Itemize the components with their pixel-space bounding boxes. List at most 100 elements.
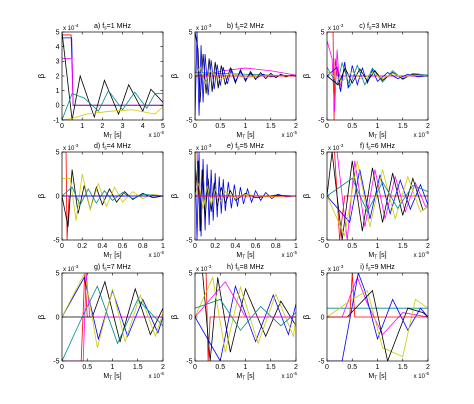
x-tick-label: 1.5 xyxy=(266,364,276,371)
y-tick-label: -5 xyxy=(186,237,192,244)
x-axis-label: MT [s] xyxy=(368,373,386,382)
x-tick-label: 0.5 xyxy=(82,364,92,371)
y-tick-label: 2 xyxy=(56,73,60,80)
x-tick-label: 0.5 xyxy=(347,123,357,130)
xlabel-rest: [s] xyxy=(377,373,386,380)
title-rest: =2 MHz xyxy=(240,23,265,30)
x-exponent: x 10-6 xyxy=(414,371,430,380)
x-tick-label: 2 xyxy=(161,364,165,371)
series-line-6 xyxy=(327,71,428,82)
y-axis-label: β xyxy=(170,73,179,78)
y-exponent-power: -3 xyxy=(339,264,343,269)
y-axis-label: β xyxy=(170,314,179,319)
x-exponent-base: x 10 xyxy=(282,133,294,139)
xlabel-subscript: T xyxy=(374,255,377,261)
title-subscript: s xyxy=(237,26,240,32)
x-axis-label: MT [s] xyxy=(236,373,254,382)
xlabel-subscript: T xyxy=(242,255,245,261)
series-line-5 xyxy=(327,67,428,86)
y-tick-label: 3 xyxy=(56,59,60,66)
x-tick-label: 2 xyxy=(426,364,430,371)
y-axis-label: β xyxy=(37,193,46,198)
series-group xyxy=(327,32,428,120)
y-exponent: x 10-3 xyxy=(196,264,212,273)
xlabel-subscript: T xyxy=(109,135,112,141)
xlabel-rest: [s] xyxy=(245,252,254,259)
x-tick-label: 0.2 xyxy=(77,243,87,250)
y-exponent-power: -3 xyxy=(74,264,78,269)
x-exponent: x 10-5 xyxy=(282,130,298,139)
subplot-title: a) fs=1 MHz xyxy=(94,23,131,32)
subplot-title: f) fs=6 MHz xyxy=(360,143,395,152)
xlabel-rest: [s] xyxy=(377,252,386,259)
y-tick-label: 4 xyxy=(56,44,60,51)
y-tick-label: 5 xyxy=(56,149,60,156)
series-line-6 xyxy=(62,285,163,361)
xlabel-subscript: T xyxy=(242,376,245,382)
x-tick-label: 1 xyxy=(376,243,380,250)
y-exponent: x 10-3 xyxy=(63,143,79,152)
y-exponent-base: x 10 xyxy=(196,267,208,273)
x-tick-label: 1.5 xyxy=(398,123,408,130)
x-exponent-base: x 10 xyxy=(282,253,294,259)
y-tick-label: 5 xyxy=(56,270,60,277)
series-line-3 xyxy=(62,58,163,106)
x-exponent-power: -5 xyxy=(160,130,164,135)
subplot-title: d) fs=4 MHz xyxy=(94,143,131,152)
x-exponent-base: x 10 xyxy=(149,253,161,259)
series-group xyxy=(195,152,296,240)
x-tick-label: 0 xyxy=(193,123,197,130)
y-tick-label: 0 xyxy=(56,314,60,321)
series-line-4 xyxy=(327,289,428,358)
series-line-6 xyxy=(327,273,428,318)
x-tick-label: 0.5 xyxy=(347,243,357,250)
x-tick-label: 1.5 xyxy=(398,243,408,250)
series-group xyxy=(195,273,296,361)
subplot-title: b) fs=2 MHz xyxy=(227,23,264,32)
title-subscript: s xyxy=(237,267,240,273)
xlabel-subscript: T xyxy=(374,135,377,141)
x-tick-label: 1.5 xyxy=(133,364,143,371)
title-main: f) f xyxy=(360,143,368,150)
x-tick-label: 0 xyxy=(325,243,329,250)
x-tick-label: 1 xyxy=(80,123,84,130)
x-exponent-power: -5 xyxy=(425,130,429,135)
series-line-5 xyxy=(195,152,296,197)
series-line-2 xyxy=(195,273,296,361)
x-tick-label: 0 xyxy=(60,123,64,130)
series-line-3 xyxy=(195,182,296,210)
y-exponent-base: x 10 xyxy=(328,26,340,32)
x-tick-label: 0.5 xyxy=(347,364,357,371)
series-group xyxy=(62,152,163,240)
xlabel-rest: [s] xyxy=(112,252,121,259)
y-tick-label: 1 xyxy=(56,88,60,95)
y-tick-label: -5 xyxy=(318,358,324,365)
title-main: b) f xyxy=(227,23,237,30)
y-exponent-base: x 10 xyxy=(328,267,340,273)
y-exponent: x 10-4 xyxy=(63,23,79,32)
x-axis-label: MT [s] xyxy=(368,132,386,141)
title-rest: =6 MHz xyxy=(371,143,396,150)
x-tick-label: 1.5 xyxy=(266,123,276,130)
y-tick-label: -5 xyxy=(318,237,324,244)
y-exponent-power: -3 xyxy=(207,23,211,28)
title-main: a) f xyxy=(94,23,104,30)
x-tick-label: 2 xyxy=(426,243,430,250)
y-tick-label: 5 xyxy=(321,270,325,277)
title-rest: =8 MHz xyxy=(240,264,265,271)
y-tick-label: 5 xyxy=(321,29,325,36)
x-tick-label: 0 xyxy=(325,123,329,130)
title-rest: =4 MHz xyxy=(107,143,132,150)
y-exponent: x 10-3 xyxy=(63,264,79,273)
title-subscript: s xyxy=(368,146,371,152)
title-subscript: s xyxy=(104,146,107,152)
x-exponent-power: -6 xyxy=(425,371,429,376)
y-tick-label: 0 xyxy=(321,314,325,321)
xlabel-main: M xyxy=(368,132,374,139)
y-exponent-power: -3 xyxy=(207,143,211,148)
